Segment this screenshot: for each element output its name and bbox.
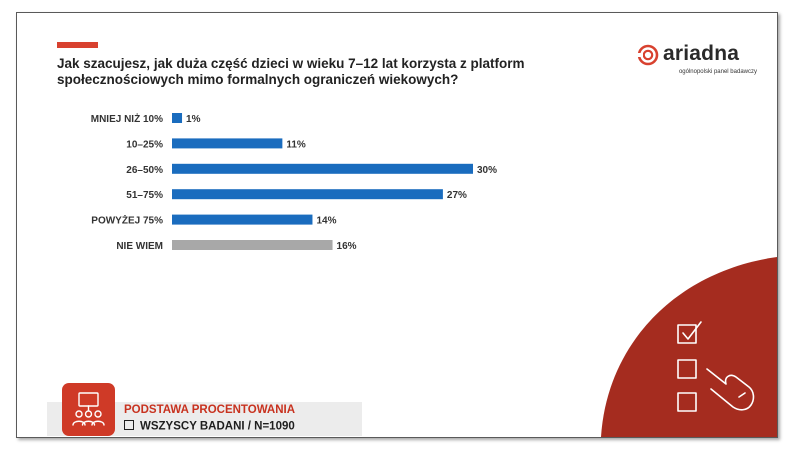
logo-wordmark: ariadna — [663, 42, 740, 65]
logo: ariadna ogólnopolski panel badawczy — [637, 42, 757, 86]
value-label: 16% — [337, 241, 357, 252]
ariadna-logo-icon — [637, 44, 659, 66]
value-label: 30% — [477, 165, 497, 176]
value-label: 14% — [316, 216, 336, 227]
bar-chart: MNIEJ NIŻ 10% 1% 10–25% 11% 26–50% 30% 51–75% 2… — [91, 112, 497, 252]
accent-bar — [57, 42, 98, 48]
corner-decoration — [601, 257, 777, 437]
corner-shape — [601, 257, 777, 437]
base-title: PODSTAWA PROCENTOWANIA — [124, 404, 296, 416]
category-label: POWYŻEJ 75% — [91, 214, 163, 227]
people-presentation-icon — [72, 392, 105, 426]
bar — [172, 214, 313, 225]
bar — [172, 163, 473, 174]
value-label: 27% — [447, 190, 467, 201]
category-label: MNIEJ NIŻ 10% — [91, 112, 163, 125]
checkbox-icon — [124, 420, 134, 430]
bar — [172, 138, 283, 149]
category-label: 26–50% — [126, 165, 163, 176]
checklist-hand-icon — [677, 321, 755, 412]
bar — [172, 113, 183, 123]
value-label: 11% — [286, 139, 306, 150]
value-label: 1% — [186, 114, 201, 125]
slide: Jak szacujesz, jak duża część dzieci w w… — [16, 12, 778, 438]
logo-subtitle: ogólnopolski panel badawczy — [678, 69, 757, 75]
category-label: 10–25% — [126, 139, 163, 150]
bar — [172, 189, 443, 200]
category-label: 51–75% — [126, 190, 163, 201]
base-icon-box — [62, 383, 115, 436]
chart-title: Jak szacujesz, jak duża część dzieci w w… — [57, 56, 525, 87]
bar — [172, 240, 333, 250]
base-subtitle-text: WSZYSCY BADANI / N=1090 — [140, 420, 295, 433]
base-subtitle: WSZYSCY BADANI / N=1090 — [124, 420, 295, 433]
category-label: NIE WIEM — [116, 241, 163, 252]
